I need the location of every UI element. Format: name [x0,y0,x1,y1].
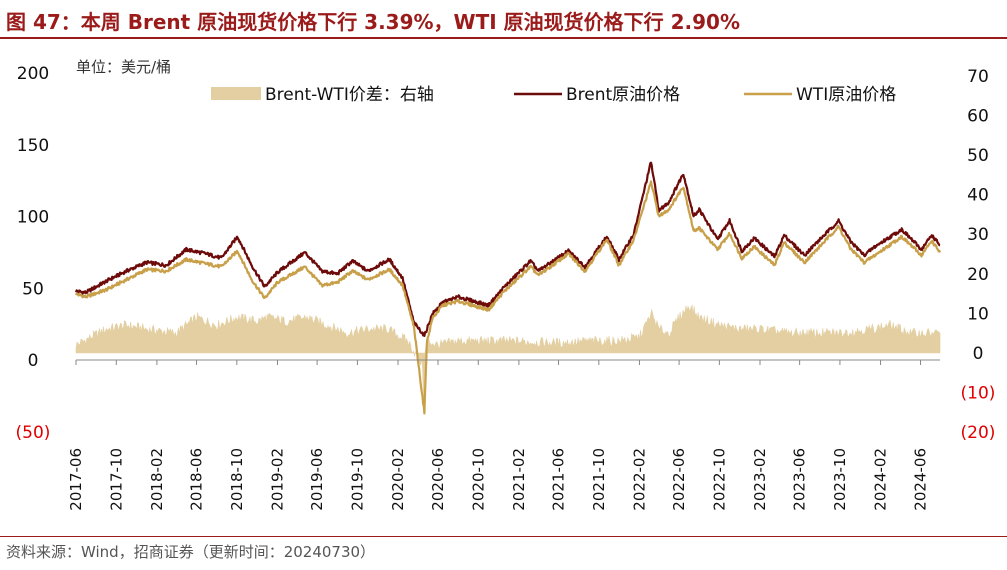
x-tick-label: 2018-06 [188,448,206,511]
x-tick-label: 2023-06 [791,448,809,511]
legend-swatch-spread [211,87,261,100]
y-left-tick-label: 150 [17,136,49,156]
title-divider [0,37,1007,39]
x-tick-label: 2021-02 [510,448,528,511]
x-tick-label: 2022-02 [630,448,648,511]
y-left-tick-label: 100 [17,208,49,228]
y-left-tick-label: 50 [22,279,44,299]
x-tick-label: 2019-06 [308,448,326,511]
y-right-tick-label: 0 [973,344,984,364]
wti-price-line [74,180,942,415]
y-left-tick-label: (50) [16,423,51,443]
chart: 2017-06 2017-10 2018-02 2018-06 2018-10 2019-… [16,58,996,511]
price-lines-layer [74,161,942,415]
x-tick-label: 2023-02 [751,448,769,511]
x-tick-label: 2020-10 [469,448,487,511]
x-tick-label: 2022-06 [670,448,688,511]
y-right-tick-label: 20 [967,265,989,285]
y-right-tick-label: 50 [967,146,989,166]
y-right-tick-label: 70 [967,67,989,87]
y-left-tick-label: 0 [28,351,39,371]
y-left-tick-label: 200 [17,64,49,84]
x-tick-label: 2023-10 [831,448,849,511]
figure-title: 图 47：本周 Brent 原油现货价格下行 3.39%，WTI 原油现货价格下… [6,10,740,34]
y-right-tick-label: 10 [967,304,989,324]
x-tick-label: 2019-10 [348,448,366,511]
axes-layer: 2017-06 2017-10 2018-02 2018-06 2018-10 2019-… [16,64,996,511]
brent-price-line [74,161,941,337]
x-tick-label: 2017-06 [67,448,85,511]
x-tick-label: 2024-02 [872,448,890,511]
x-tick-label: 2018-02 [148,448,166,511]
x-tick-label: 2017-10 [107,448,125,511]
spread-area-layer [75,304,941,415]
spread-area [75,304,941,415]
legend-label-brent: Brent原油价格 [566,85,680,105]
legend: Brent-WTI价差：右轴 Brent原油价格 WTI原油价格 [211,85,896,105]
y-right-tick-label: 60 [967,106,989,126]
x-tick-label: 2021-06 [550,448,568,511]
x-tick-label: 2024-06 [912,448,930,511]
x-tick-label: 2021-10 [590,448,608,511]
x-tick-label: 2020-06 [429,448,447,511]
x-tick-label: 2019-02 [269,448,287,511]
y-right-tick-label: 30 [967,225,989,245]
source-divider [0,536,1007,537]
x-tick-label: 2022-10 [710,448,728,511]
x-tick-label: 2020-02 [389,448,407,511]
legend-label-spread: Brent-WTI价差：右轴 [265,85,434,105]
unit-label: 单位：美元/桶 [76,58,171,76]
legend-label-wti: WTI原油价格 [796,85,896,105]
x-tick-label: 2018-10 [228,448,246,511]
source-note: 资料来源：Wind，招商证券（更新时间：20240730） [6,543,376,561]
y-right-tick-label: 40 [967,186,989,206]
y-right-tick-label: (20) [961,423,996,443]
y-right-tick-label: (10) [961,384,996,404]
